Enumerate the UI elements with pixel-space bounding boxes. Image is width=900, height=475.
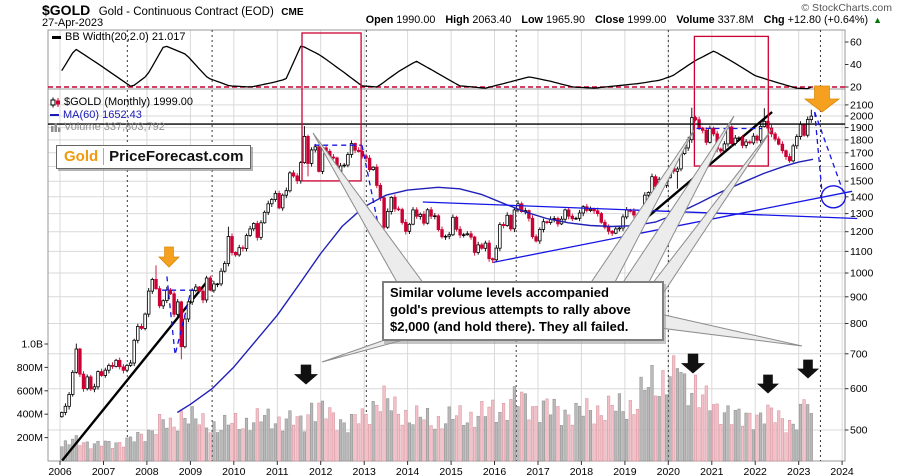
svg-text:2100: 2100	[850, 99, 874, 111]
svg-text:1300: 1300	[850, 208, 874, 220]
candlesticks	[60, 107, 813, 418]
ma-legend-label: MA(60) 1652.43	[63, 108, 142, 121]
svg-text:2015: 2015	[439, 466, 463, 475]
stat-high: High 2063.40	[445, 14, 512, 26]
blue-dashed-projections	[162, 111, 844, 355]
svg-text:60: 60	[850, 37, 862, 49]
svg-text:2006: 2006	[48, 466, 72, 475]
svg-text:1100: 1100	[850, 246, 873, 258]
svg-text:2013: 2013	[353, 466, 377, 475]
bbwidth-legend-label: BB Width(20,2.0) 21.017	[65, 31, 186, 43]
bbwidth-legend: BB Width(20,2.0) 21.017	[52, 31, 185, 43]
volume-bars	[60, 355, 813, 462]
black-down-arrows	[293, 353, 820, 394]
callout-pointer-tails	[312, 115, 803, 363]
svg-text:1800: 1800	[850, 134, 874, 146]
stockcharts-copyright-link[interactable]: © StockCharts.com	[801, 2, 892, 14]
ohlc-stats-bar: Open 1990.00 High 2063.40 Low 1965.90 Close…	[359, 14, 882, 26]
svg-text:200M: 200M	[17, 432, 43, 444]
svg-text:2007: 2007	[92, 466, 116, 475]
price-legend-label: $GOLD (Monthly) 1999.00	[64, 96, 194, 108]
svg-text:2014: 2014	[396, 466, 420, 475]
svg-text:2000: 2000	[850, 111, 874, 123]
logo-rest-text: PriceForecast.com	[109, 148, 244, 165]
svg-text:2018: 2018	[570, 466, 594, 475]
svg-text:600: 600	[850, 383, 868, 395]
gridlines	[48, 30, 845, 461]
price-legend: $GOLD (Monthly) 1999.00 MA(60) 1652.43 V…	[50, 96, 193, 134]
chart-header: $GOLD Gold - Continuous Contract (EOD) C…	[42, 2, 304, 20]
svg-text:2017: 2017	[526, 466, 550, 475]
panel-borders	[47, 29, 846, 462]
svg-text:2022: 2022	[744, 466, 768, 475]
volume-legend-row: Volume 337,803,792	[50, 121, 193, 134]
svg-text:2011: 2011	[266, 466, 289, 475]
stat-low: Low 1965.90	[521, 14, 585, 26]
symbol-description: Gold - Continuous Contract (EOD)	[98, 6, 274, 18]
stat-close: Close 1999.00	[594, 14, 667, 26]
svg-text:2023: 2023	[787, 466, 811, 475]
stat-open: Open 1990.00	[365, 14, 436, 26]
svg-text:2008: 2008	[135, 466, 159, 475]
symbol-title: $GOLD	[42, 2, 91, 18]
svg-text:1500: 1500	[850, 176, 874, 188]
svg-text:1700: 1700	[850, 147, 874, 159]
svg-text:500: 500	[850, 425, 868, 437]
svg-text:800: 800	[850, 318, 868, 330]
svg-text:700: 700	[850, 348, 868, 360]
volume-legend-label: Volume 337,803,792	[64, 121, 165, 133]
orange-down-arrows	[158, 85, 841, 268]
stat-change: Chg +12.80 (+0.64%)	[763, 14, 869, 26]
svg-text:1200: 1200	[850, 226, 874, 238]
bb-width-line	[61, 45, 812, 90]
change-up-icon: ▲	[873, 15, 882, 25]
bbwidth-line-icon	[52, 35, 61, 39]
svg-text:20: 20	[850, 82, 862, 94]
svg-text:900: 900	[850, 291, 868, 303]
ma60-line	[176, 158, 814, 414]
candlestick-icon	[50, 97, 61, 108]
svg-text:1400: 1400	[850, 191, 874, 203]
svg-text:1000: 1000	[850, 268, 874, 280]
svg-text:2024: 2024	[830, 466, 854, 475]
svg-text:2012: 2012	[309, 466, 333, 475]
svg-text:1600: 1600	[850, 161, 874, 173]
svg-text:2020: 2020	[657, 466, 681, 475]
svg-text:2010: 2010	[222, 466, 246, 475]
svg-text:800M: 800M	[17, 362, 43, 374]
exchange-label: CME	[281, 7, 304, 18]
price-legend-row: $GOLD (Monthly) 1999.00	[50, 96, 193, 109]
volume-bars-icon	[50, 122, 61, 133]
annotation-callout: Similar volume levels accompanied gold's…	[382, 281, 664, 341]
svg-text:400M: 400M	[17, 409, 43, 421]
svg-text:2009: 2009	[179, 466, 203, 475]
chart-date: 27-Apr-2023	[42, 17, 104, 29]
svg-text:2021: 2021	[700, 466, 724, 475]
ma-legend-row: MA(60) 1652.43	[50, 109, 193, 122]
stat-volume: Volume 337.8M	[676, 14, 754, 26]
svg-text:2016: 2016	[483, 466, 507, 475]
red-highlight-boxes	[301, 32, 769, 182]
logo-gold-text: Gold	[64, 148, 105, 165]
svg-text:1.0B: 1.0B	[21, 339, 43, 351]
svg-text:600M: 600M	[17, 385, 43, 397]
svg-text:2019: 2019	[613, 466, 637, 475]
goldpriceforecast-logo[interactable]: Gold PriceForecast.com	[56, 145, 252, 169]
svg-text:1900: 1900	[850, 122, 874, 134]
ma-line-icon	[50, 113, 59, 116]
svg-text:40: 40	[850, 59, 862, 71]
